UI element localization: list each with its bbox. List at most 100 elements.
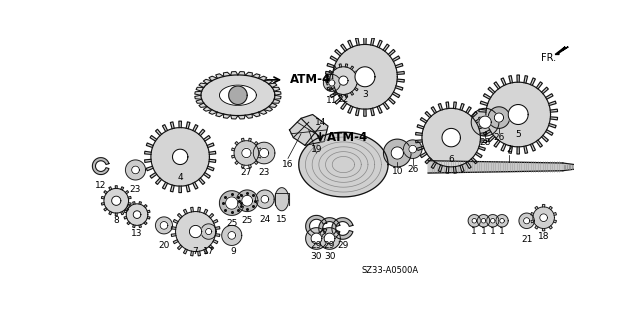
Text: ATM-4: ATM-4 — [326, 131, 368, 144]
Polygon shape — [160, 221, 168, 229]
Polygon shape — [216, 74, 224, 78]
Polygon shape — [519, 213, 534, 228]
Text: 19: 19 — [310, 145, 322, 154]
Text: SZ33-A0500A: SZ33-A0500A — [361, 265, 418, 275]
Polygon shape — [193, 125, 198, 131]
Text: 30: 30 — [324, 252, 335, 261]
Polygon shape — [488, 107, 509, 128]
Polygon shape — [151, 128, 209, 186]
Polygon shape — [253, 142, 275, 164]
Polygon shape — [420, 118, 427, 123]
Text: FR.: FR. — [541, 53, 556, 63]
Polygon shape — [536, 140, 542, 147]
Polygon shape — [327, 86, 335, 90]
Polygon shape — [172, 149, 188, 165]
Polygon shape — [156, 217, 172, 234]
Polygon shape — [248, 165, 252, 168]
Polygon shape — [215, 234, 220, 236]
Polygon shape — [417, 125, 424, 129]
Polygon shape — [261, 195, 269, 203]
Polygon shape — [234, 141, 259, 165]
Polygon shape — [471, 158, 477, 164]
Polygon shape — [483, 94, 491, 99]
Polygon shape — [550, 117, 557, 120]
Polygon shape — [150, 173, 157, 178]
Polygon shape — [125, 191, 129, 194]
Polygon shape — [175, 211, 216, 252]
Polygon shape — [326, 83, 330, 85]
Polygon shape — [101, 197, 104, 199]
Text: 16: 16 — [282, 160, 294, 169]
Polygon shape — [533, 207, 554, 228]
Polygon shape — [145, 151, 151, 154]
Text: 30: 30 — [310, 252, 322, 261]
Polygon shape — [425, 112, 431, 118]
Polygon shape — [306, 215, 327, 237]
Polygon shape — [133, 211, 141, 219]
Polygon shape — [357, 83, 360, 85]
Polygon shape — [415, 140, 422, 143]
Polygon shape — [500, 219, 504, 223]
Polygon shape — [480, 132, 487, 135]
Polygon shape — [428, 161, 563, 173]
Polygon shape — [124, 217, 127, 219]
Polygon shape — [542, 204, 545, 207]
Polygon shape — [204, 249, 207, 254]
Polygon shape — [205, 228, 212, 235]
Polygon shape — [490, 219, 495, 223]
Polygon shape — [397, 79, 404, 82]
Polygon shape — [235, 161, 238, 164]
Polygon shape — [546, 130, 553, 135]
Polygon shape — [207, 143, 214, 147]
Polygon shape — [460, 104, 464, 110]
Polygon shape — [184, 209, 188, 214]
Text: 1: 1 — [472, 227, 477, 236]
Polygon shape — [355, 67, 375, 87]
Polygon shape — [213, 219, 218, 223]
Polygon shape — [442, 128, 460, 147]
Polygon shape — [179, 121, 182, 128]
Text: 20: 20 — [158, 241, 170, 250]
Polygon shape — [477, 215, 490, 227]
Polygon shape — [150, 136, 157, 141]
Polygon shape — [531, 212, 534, 215]
Polygon shape — [479, 117, 486, 120]
Polygon shape — [156, 129, 161, 136]
Text: 1: 1 — [481, 227, 486, 236]
Polygon shape — [228, 232, 236, 239]
Polygon shape — [274, 91, 281, 95]
Polygon shape — [209, 76, 218, 81]
Polygon shape — [391, 147, 403, 159]
Polygon shape — [466, 162, 471, 168]
Text: 7: 7 — [193, 247, 198, 256]
Polygon shape — [147, 166, 153, 171]
Polygon shape — [409, 145, 417, 153]
Polygon shape — [517, 75, 520, 82]
Polygon shape — [215, 226, 220, 229]
Polygon shape — [326, 71, 333, 74]
Polygon shape — [258, 148, 261, 151]
Text: 21: 21 — [521, 235, 532, 244]
Polygon shape — [191, 207, 193, 212]
Polygon shape — [535, 206, 538, 210]
Polygon shape — [329, 80, 335, 86]
Polygon shape — [383, 102, 389, 109]
Polygon shape — [274, 95, 281, 99]
Polygon shape — [554, 212, 556, 215]
Polygon shape — [549, 206, 552, 210]
Polygon shape — [524, 218, 530, 224]
Text: 24: 24 — [259, 215, 271, 224]
Polygon shape — [339, 76, 348, 85]
Polygon shape — [207, 166, 214, 171]
Polygon shape — [145, 159, 151, 162]
Polygon shape — [170, 122, 174, 129]
Polygon shape — [198, 207, 200, 212]
Polygon shape — [480, 140, 487, 143]
Text: 11: 11 — [326, 96, 338, 105]
Polygon shape — [104, 208, 107, 211]
Polygon shape — [420, 152, 427, 158]
Polygon shape — [269, 83, 277, 87]
Text: 3: 3 — [362, 90, 368, 99]
Polygon shape — [438, 165, 442, 172]
Polygon shape — [388, 49, 395, 56]
